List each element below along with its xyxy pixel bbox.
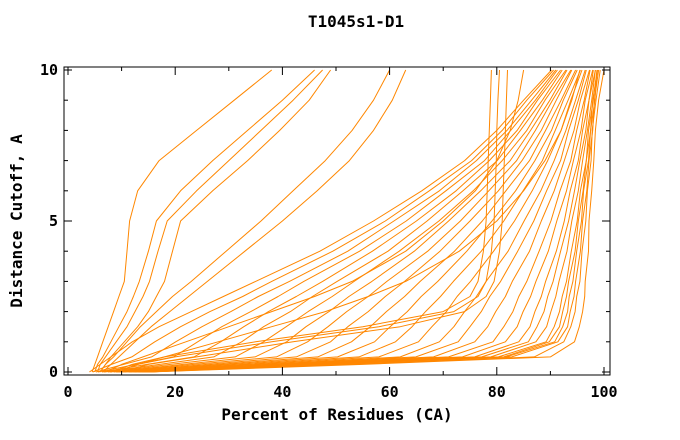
y-axis-label: Distance Cutoff, A	[7, 134, 26, 308]
model-curve	[97, 69, 323, 373]
model-curve	[145, 69, 598, 373]
x-tick-label-40: 40	[273, 383, 291, 401]
y-tick-label-0: 0	[49, 363, 58, 381]
model-curve	[121, 69, 508, 373]
x-tick-label-100: 100	[590, 383, 617, 401]
model-curve	[141, 69, 596, 373]
model-curve	[116, 69, 573, 373]
model-curve	[128, 69, 583, 373]
model-curves	[89, 69, 605, 373]
x-tick-label-20: 20	[166, 383, 184, 401]
axis-ticks	[64, 67, 610, 375]
model-curve	[109, 69, 568, 373]
model-curve	[95, 69, 557, 373]
model-curve	[124, 69, 581, 373]
model-curve	[94, 69, 315, 373]
model-curve	[144, 69, 598, 373]
model-curve	[99, 69, 391, 373]
model-curve	[89, 69, 552, 373]
model-curve	[138, 69, 591, 373]
model-curve	[130, 69, 586, 373]
x-axis-label: Percent of Residues (CA)	[221, 405, 452, 424]
model-curve	[101, 69, 561, 373]
model-curve	[144, 69, 596, 373]
model-curve	[116, 69, 500, 373]
model-curve	[122, 69, 578, 373]
model-curve	[146, 69, 601, 373]
model-curve	[113, 69, 572, 373]
model-curve	[118, 69, 577, 373]
model-curve	[134, 69, 590, 373]
model-curve	[97, 69, 558, 373]
model-curve	[91, 69, 273, 373]
model-curve	[99, 69, 332, 373]
model-curve	[110, 69, 492, 373]
model-curve	[141, 69, 594, 373]
model-curve	[133, 69, 587, 373]
x-tick-label-0: 0	[63, 383, 72, 401]
model-curve	[148, 69, 605, 373]
model-curve	[107, 69, 567, 373]
model-curve	[139, 69, 594, 373]
model-curve	[103, 69, 563, 373]
x-tick-label-80: 80	[488, 383, 506, 401]
y-tick-label-5: 5	[49, 212, 58, 230]
model-curve	[146, 69, 599, 373]
x-tick-label-60: 60	[381, 383, 399, 401]
model-curve	[92, 69, 554, 373]
chart-title: T1045s1-D1	[308, 12, 404, 31]
model-curve	[105, 69, 525, 373]
model-curve	[102, 69, 407, 373]
y-tick-label-10: 10	[40, 61, 58, 79]
